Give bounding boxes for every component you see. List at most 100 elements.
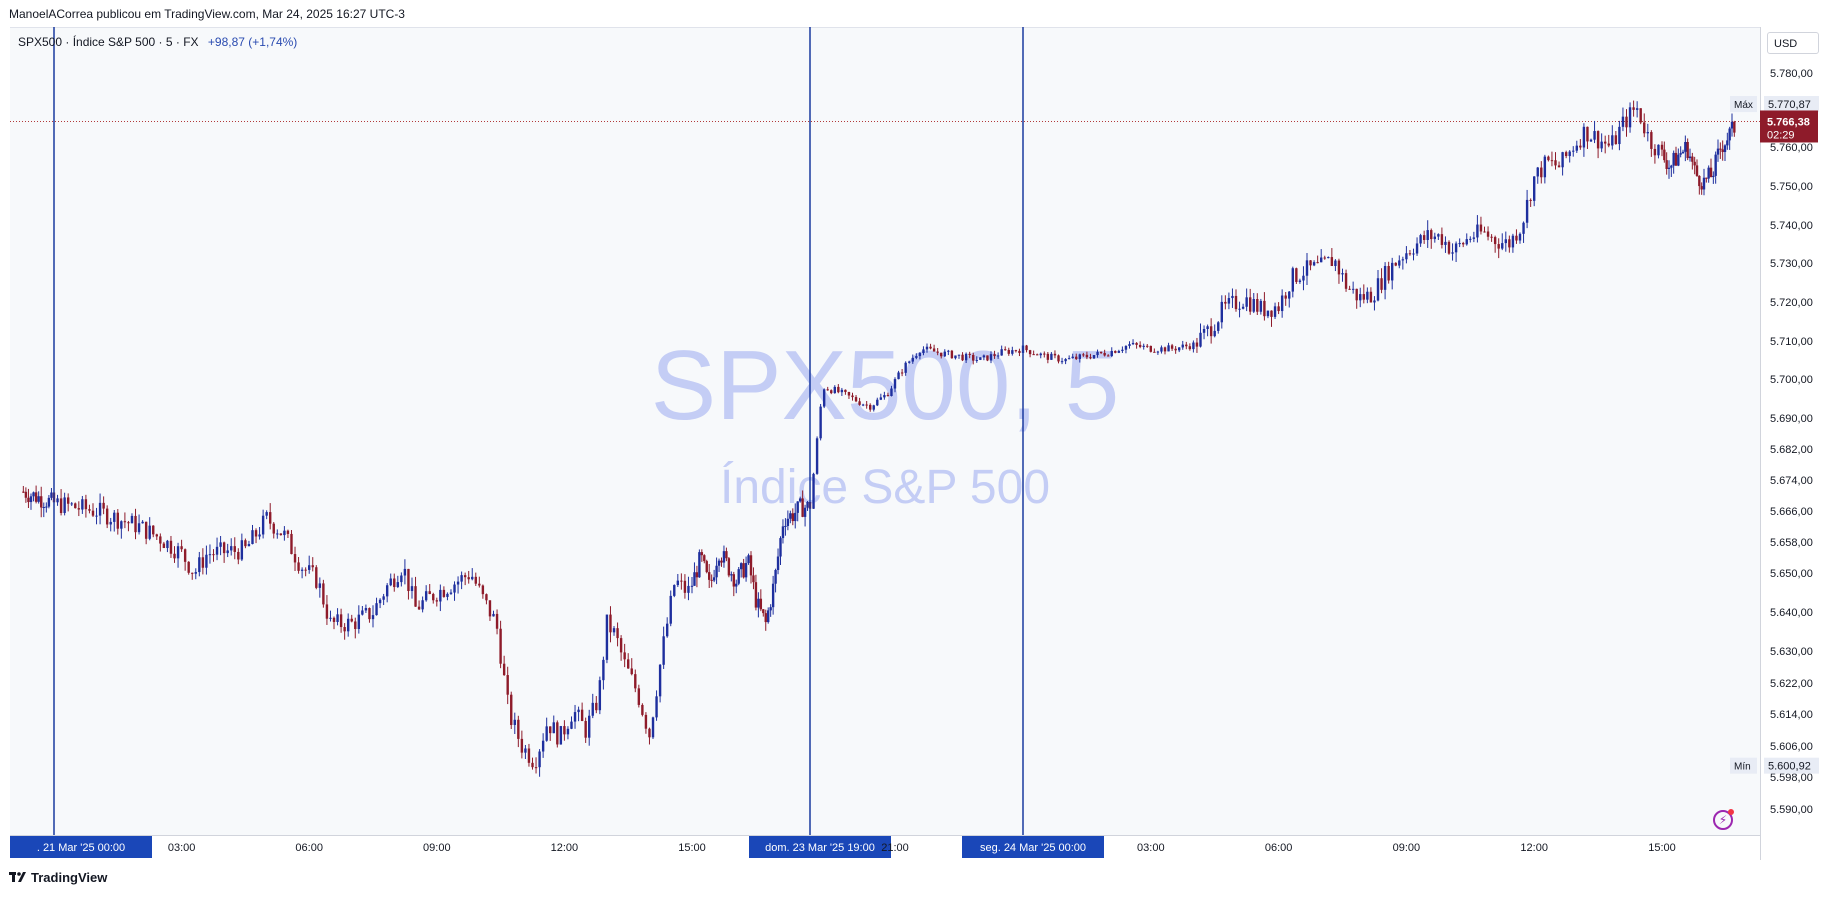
candle-body: [45, 506, 48, 508]
candle-body: [764, 613, 767, 623]
candle-body: [378, 599, 382, 604]
price-tick-label: 5.614,00: [1770, 709, 1813, 721]
candle-body: [844, 389, 847, 393]
candle-body: [432, 594, 435, 601]
candle-body: [972, 354, 975, 361]
candle-body: [240, 540, 244, 560]
candle-body: [637, 688, 641, 705]
candle-body: [393, 578, 396, 588]
candle-body: [329, 617, 332, 619]
candle-body: [478, 583, 481, 586]
candle-body: [102, 502, 105, 509]
candle-body: [1039, 353, 1042, 356]
candle-body: [152, 525, 155, 535]
candle-body: [180, 546, 183, 550]
candle-body: [428, 591, 431, 595]
candle-body: [499, 628, 502, 664]
candle-body: [1288, 291, 1291, 299]
candle-body: [1238, 308, 1241, 310]
candle-body: [1476, 224, 1479, 238]
candle-body: [1440, 234, 1444, 245]
candle-body: [1625, 116, 1628, 128]
candle-body: [1359, 294, 1362, 301]
candle-body: [1373, 300, 1376, 303]
candle-body: [1103, 352, 1106, 356]
candle-body: [1515, 235, 1518, 241]
tradingview-logo[interactable]: TradingView: [9, 870, 107, 885]
candle-body: [116, 512, 119, 529]
lightning-icon[interactable]: ⚡: [1713, 809, 1734, 830]
candle-body: [705, 561, 708, 573]
chart-pane[interactable]: [10, 27, 1760, 838]
candle-body: [662, 636, 665, 665]
candle-body: [876, 399, 879, 406]
candle-body: [205, 554, 208, 568]
candle-body: [752, 575, 755, 583]
candle-body: [1053, 353, 1057, 356]
candle-body: [1663, 149, 1666, 161]
candle-body: [1046, 353, 1050, 360]
candle-body: [1124, 345, 1128, 350]
candle-body: [1483, 231, 1486, 233]
candle-body: [481, 585, 485, 595]
candle-body: [1156, 351, 1160, 353]
candle-body: [1320, 257, 1323, 263]
candle-body: [1561, 152, 1564, 168]
candle-body: [1412, 253, 1415, 255]
candle-body: [382, 596, 385, 600]
candle-body: [1142, 345, 1145, 347]
currency-button[interactable]: USD: [1767, 32, 1819, 54]
candle-body: [900, 372, 904, 374]
candle-body: [460, 575, 463, 582]
candle-body: [1543, 156, 1547, 178]
candle-body: [872, 405, 875, 410]
time-tick-label: 09:00: [1393, 842, 1421, 854]
candle-body: [1607, 143, 1610, 146]
candle-body: [687, 585, 690, 593]
candle-body: [1702, 177, 1706, 190]
candle-body: [467, 577, 470, 580]
candle-body: [922, 349, 925, 354]
candle-body: [169, 540, 173, 554]
candle-body: [222, 542, 226, 554]
candle-body: [56, 498, 59, 503]
candle-body: [1547, 156, 1550, 161]
candle-body: [890, 388, 893, 397]
candle-body: [1681, 151, 1685, 154]
candle-body: [269, 512, 272, 524]
price-tick-label: 5.590,00: [1770, 804, 1813, 816]
candle-body: [1004, 349, 1007, 351]
candle-body: [591, 702, 594, 716]
candle-body: [791, 513, 794, 522]
candle-body: [1351, 288, 1355, 290]
candle-body: [1266, 310, 1270, 317]
candle-body: [1672, 152, 1675, 166]
candle-body: [630, 668, 633, 675]
candle-body: [1653, 148, 1657, 156]
candle-body: [1430, 230, 1433, 240]
price-axis[interactable]: [1760, 27, 1826, 860]
candle-body: [1726, 140, 1729, 146]
candle-body: [605, 614, 609, 660]
candle-body: [700, 552, 704, 556]
candle-body: [24, 491, 28, 498]
candle-body: [1604, 141, 1607, 144]
candle-body: [1698, 175, 1701, 187]
candle-body: [616, 628, 619, 639]
candle-body: [261, 515, 265, 535]
candle-body: [598, 680, 602, 711]
candle-body: [762, 609, 765, 614]
candle-body: [1121, 349, 1124, 351]
candle-body: [577, 709, 580, 713]
candle-body: [840, 389, 844, 393]
candle-body: [403, 568, 407, 576]
candle-body: [708, 572, 711, 580]
candle-body: [996, 355, 1000, 357]
candle-body: [1170, 345, 1174, 349]
candle-body: [1043, 353, 1046, 355]
candle-body: [311, 565, 314, 568]
candle-body: [1071, 356, 1074, 359]
candle-body: [91, 510, 95, 516]
candle-body: [396, 582, 400, 588]
